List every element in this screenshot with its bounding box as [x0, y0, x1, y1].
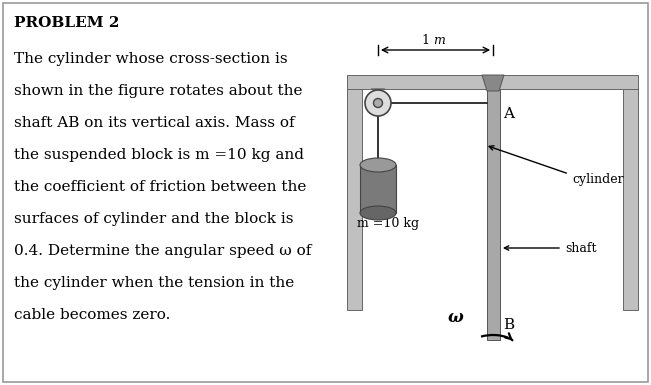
Bar [360, 165, 396, 213]
Text: shaft AB on its vertical axis. Mass of: shaft AB on its vertical axis. Mass of [14, 116, 295, 130]
Bar [487, 89, 500, 340]
Text: m =10 kg: m =10 kg [357, 217, 419, 230]
Text: m: m [434, 34, 445, 47]
Bar [347, 89, 362, 310]
Text: 1: 1 [421, 34, 434, 47]
Bar [623, 89, 638, 310]
Ellipse shape [360, 158, 396, 172]
Text: the cylinder when the tension in the: the cylinder when the tension in the [14, 276, 294, 290]
Ellipse shape [360, 206, 396, 220]
Text: cylinder: cylinder [572, 174, 624, 186]
Text: A: A [503, 107, 514, 121]
Text: PROBLEM 2: PROBLEM 2 [14, 16, 119, 30]
Text: B: B [503, 318, 514, 332]
Circle shape [374, 99, 383, 107]
Text: The cylinder whose cross-section is: The cylinder whose cross-section is [14, 52, 288, 66]
Text: the suspended block is m =10 kg and: the suspended block is m =10 kg and [14, 148, 304, 162]
Text: the coefficient of friction between the: the coefficient of friction between the [14, 180, 307, 194]
Text: surfaces of cylinder and the block is: surfaces of cylinder and the block is [14, 212, 294, 226]
Text: shown in the figure rotates about the: shown in the figure rotates about the [14, 84, 303, 98]
Text: shaft: shaft [565, 241, 596, 254]
Bar [347, 75, 638, 89]
Circle shape [365, 90, 391, 116]
Polygon shape [371, 89, 385, 91]
Polygon shape [482, 75, 504, 91]
Text: 0.4. Determine the angular speed ω of: 0.4. Determine the angular speed ω of [14, 244, 311, 258]
Text: ω: ω [447, 310, 463, 326]
Text: cable becomes zero.: cable becomes zero. [14, 308, 171, 322]
